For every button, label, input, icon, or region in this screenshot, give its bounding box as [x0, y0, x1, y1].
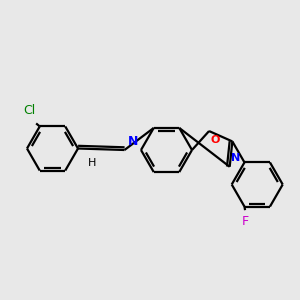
- Text: N: N: [128, 135, 138, 148]
- Text: H: H: [88, 158, 96, 168]
- Text: Cl: Cl: [23, 103, 35, 116]
- Text: N: N: [231, 153, 240, 163]
- Text: O: O: [210, 135, 220, 145]
- Text: F: F: [242, 215, 249, 228]
